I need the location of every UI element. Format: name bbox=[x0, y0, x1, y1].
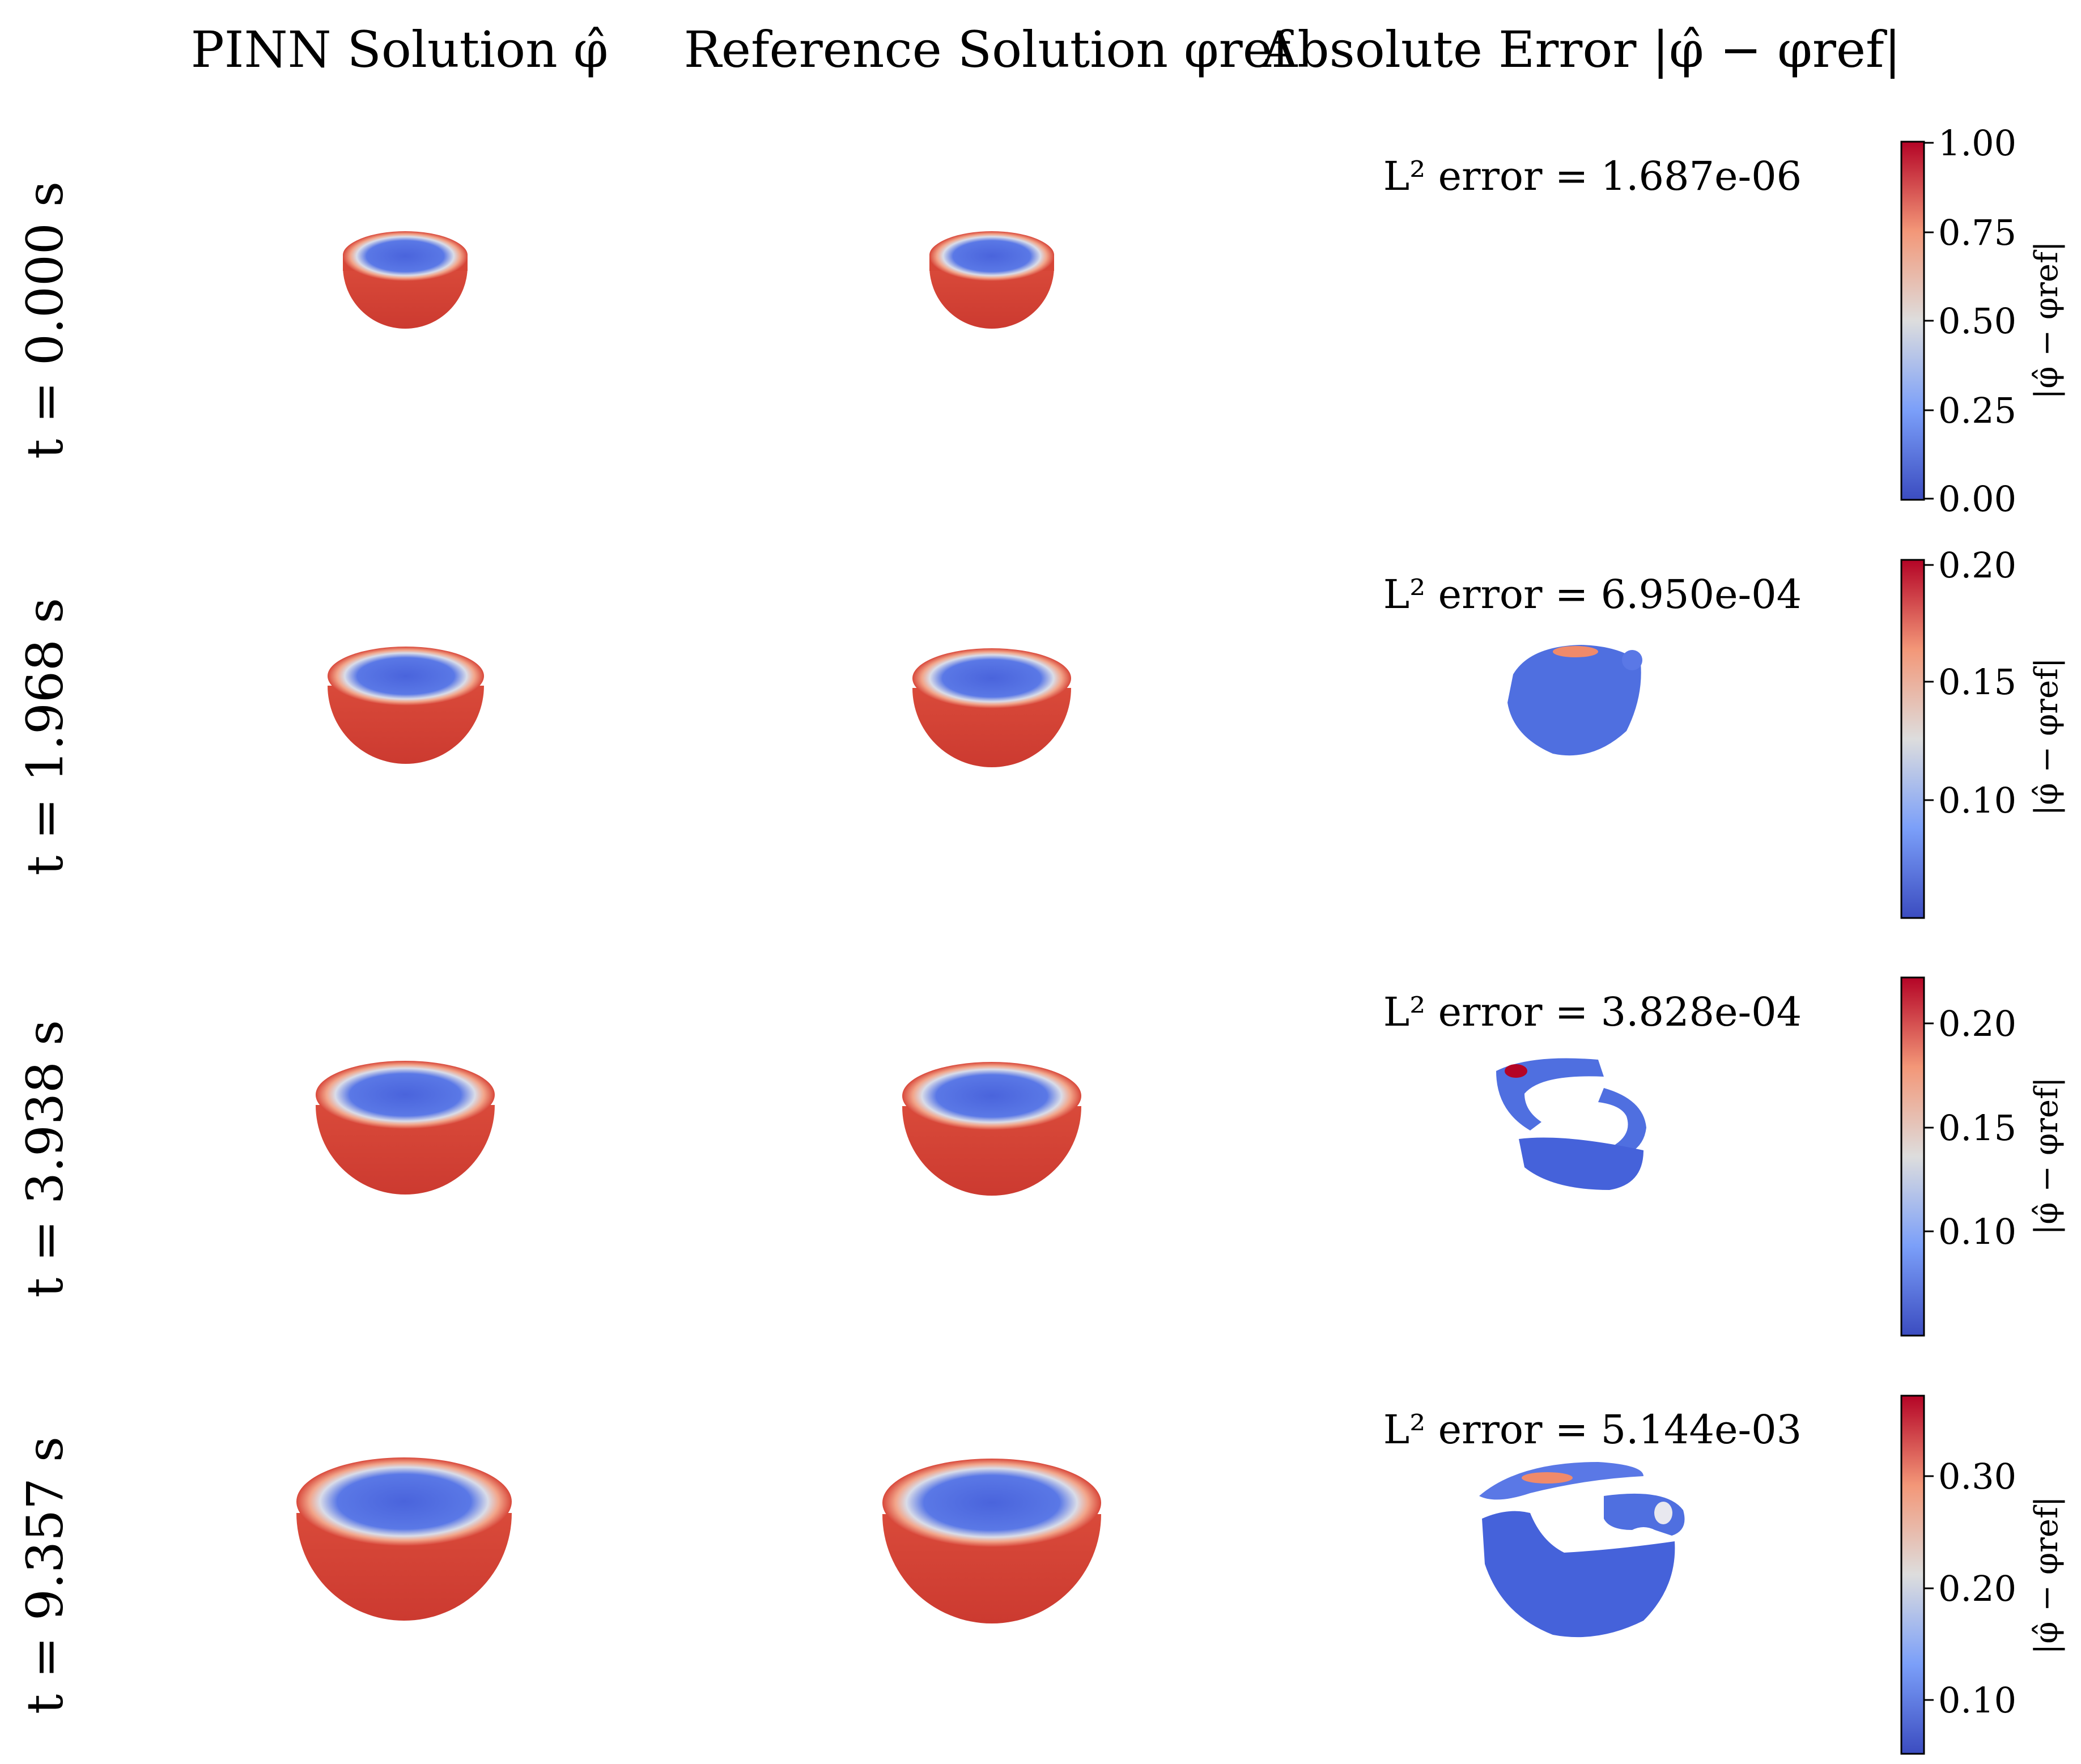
pinn-hemisphere-t3 bbox=[296, 1457, 512, 1621]
cb3-tick-1: 0.20 bbox=[1938, 1568, 2016, 1609]
cb3-tick-2: 0.10 bbox=[1938, 1680, 2016, 1721]
reference-hemisphere-t1 bbox=[912, 648, 1071, 767]
cb1-label: |φ̂ − φref| bbox=[2028, 657, 2065, 815]
column-title-reference: Reference Solution φref bbox=[684, 20, 1294, 79]
cb1-tick-1: 0.15 bbox=[1938, 661, 2016, 703]
cb0-tick-4: 0.00 bbox=[1938, 478, 2016, 520]
cb0-tick-0: 1.00 bbox=[1938, 122, 2016, 164]
colorbar-t3: 0.30 0.20 0.10 |φ̂ − φref| bbox=[1900, 1395, 2065, 1755]
error-blob-t2 bbox=[1496, 1058, 1646, 1190]
cb2-tick-0: 0.20 bbox=[1938, 1003, 2016, 1044]
reference-hemisphere-t3 bbox=[882, 1459, 1101, 1623]
cb0-tick-3: 0.25 bbox=[1938, 390, 2016, 431]
l2-error-t1: L² error = 6.950e-04 bbox=[1383, 571, 1802, 618]
l2-error-t3: L² error = 5.144e-03 bbox=[1383, 1406, 1802, 1453]
cb1-tick-0: 0.20 bbox=[1938, 545, 2016, 586]
column-title-error: Absolute Error |φ̂ − φref| bbox=[1261, 20, 1901, 79]
cb2-tick-1: 0.15 bbox=[1938, 1107, 2016, 1149]
colorbar-t2: 0.20 0.15 0.10 |φ̂ − φref| bbox=[1900, 976, 2065, 1337]
cb2-tick-2: 0.10 bbox=[1938, 1211, 2016, 1252]
row-label-t2: t = 3.938 s bbox=[16, 1020, 74, 1298]
error-blob-t1 bbox=[1507, 645, 1642, 756]
error-blob-t3 bbox=[1479, 1462, 1685, 1638]
cb2-label: |φ̂ − φref| bbox=[2028, 1077, 2065, 1235]
column-title-pinn: PINN Solution φ̂ bbox=[191, 20, 609, 79]
row-label-t3: t = 9.357 s bbox=[16, 1436, 74, 1714]
row-label-t0: t = 0.000 s bbox=[16, 181, 74, 459]
cb1-tick-2: 0.10 bbox=[1938, 780, 2016, 821]
cb3-tick-0: 0.30 bbox=[1938, 1456, 2016, 1497]
cb0-label: |φ̂ − φref| bbox=[2028, 241, 2065, 399]
colorbar-t0: 1.00 0.75 0.50 0.25 0.00 |φ̂ − φref| bbox=[1900, 122, 2065, 520]
pinn-hemisphere-t1 bbox=[328, 647, 484, 764]
row-label-t1: t = 1.968 s bbox=[16, 598, 74, 875]
reference-hemisphere-t2 bbox=[902, 1062, 1081, 1196]
cb0-tick-1: 0.75 bbox=[1938, 212, 2016, 253]
cb3-label: |φ̂ − φref| bbox=[2028, 1496, 2065, 1654]
l2-error-t0: L² error = 1.687e-06 bbox=[1383, 153, 1802, 199]
cb0-tick-2: 0.50 bbox=[1938, 300, 2016, 342]
pinn-hemisphere-t2 bbox=[316, 1061, 495, 1195]
colorbar-t1: 0.20 0.15 0.10 |φ̂ − φref| bbox=[1900, 545, 2065, 919]
l2-error-t2: L² error = 3.828e-04 bbox=[1383, 989, 1802, 1035]
